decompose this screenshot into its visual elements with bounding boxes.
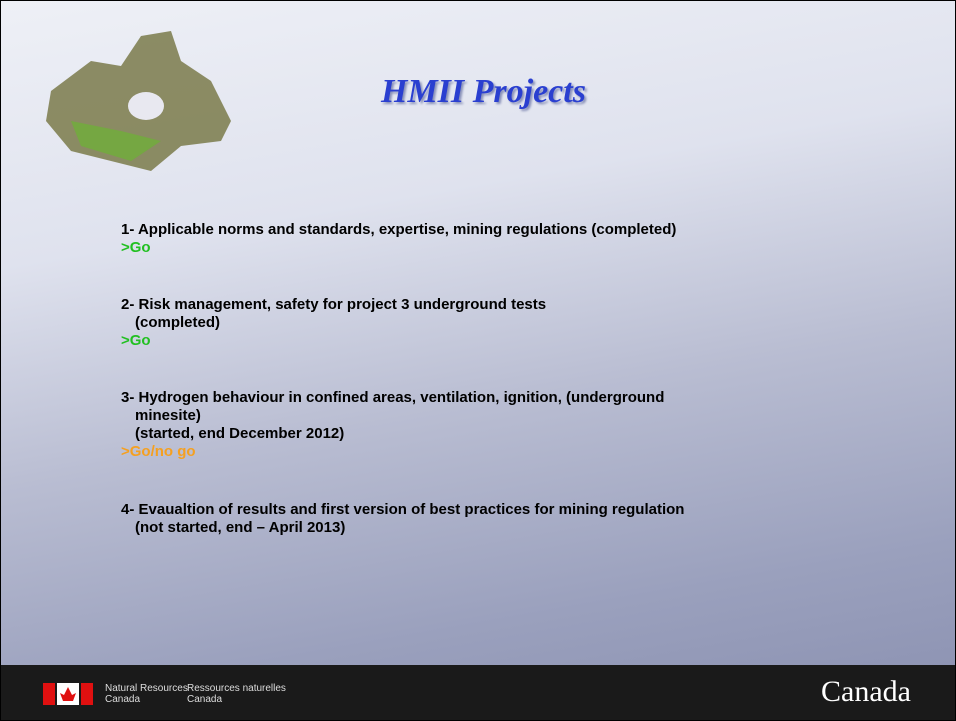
project-item: 3- Hydrogen behaviour in confined areas,… xyxy=(121,389,664,461)
project-text: (not started, end – April 2013) xyxy=(135,519,346,536)
project-text: (completed) xyxy=(135,314,221,331)
project-status: >Go xyxy=(121,332,151,349)
project-status: >Go xyxy=(121,239,151,256)
footer: Natural Resources Canada Ressources natu… xyxy=(1,665,955,720)
footer-en: Natural Resources xyxy=(105,683,188,694)
project-text: 1- Applicable norms and standards, exper… xyxy=(121,221,677,238)
project-item: 1- Applicable norms and standards, exper… xyxy=(121,221,676,257)
project-status: >Go/no go xyxy=(121,443,196,460)
footer-fr: Canada xyxy=(187,694,223,705)
project-item: 2- Risk management, safety for project 3… xyxy=(121,296,546,350)
wordmark: Canada xyxy=(821,675,911,708)
footer-fr: Ressources naturelles xyxy=(187,683,286,694)
flag xyxy=(43,683,93,705)
project-text: 2- Risk management, safety for project 3… xyxy=(121,296,547,313)
project-text: 3- Hydrogen behaviour in confined areas,… xyxy=(121,389,665,406)
footer-en: Canada xyxy=(105,694,141,705)
project-text: (started, end December 2012) xyxy=(135,425,345,442)
slide-title: HMII Projects xyxy=(381,73,586,110)
project-text: minesite) xyxy=(135,407,201,424)
project-text: 4- Evaualtion of results and first versi… xyxy=(121,501,685,518)
project-item: 4- Evaualtion of results and first versi… xyxy=(121,501,684,537)
canada-map xyxy=(46,31,231,171)
